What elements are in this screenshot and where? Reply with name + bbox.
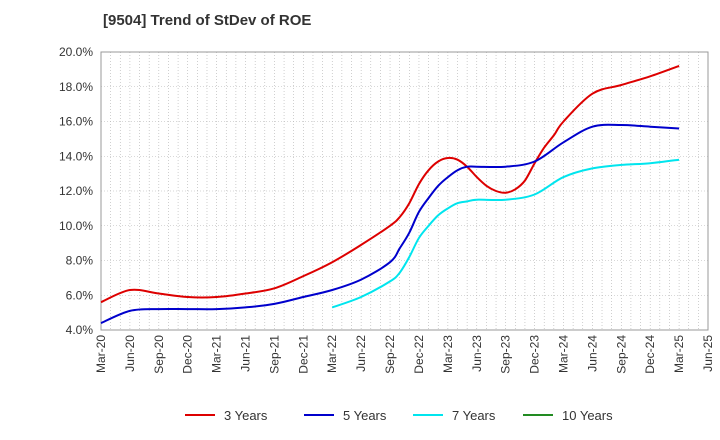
y-tick-label: 6.0% <box>66 288 94 302</box>
x-tick-label: Dec-21 <box>296 335 310 374</box>
x-tick-label: Mar-25 <box>672 335 686 373</box>
x-tick-label: Sep-21 <box>267 335 281 374</box>
y-tick-label: 20.0% <box>59 45 93 59</box>
y-tick-label: 12.0% <box>59 184 93 198</box>
x-tick-label: Sep-24 <box>614 335 628 374</box>
x-tick-label: Dec-24 <box>643 335 657 374</box>
y-tick-label: 16.0% <box>59 115 93 129</box>
series-lines <box>100 64 680 325</box>
x-tick-label: Mar-21 <box>210 335 224 373</box>
legend-label-10-years: 10 Years <box>562 408 613 423</box>
x-tick-label: Mar-23 <box>441 335 455 373</box>
legend-label-7-years: 7 Years <box>452 408 496 423</box>
x-tick-label: Mar-20 <box>94 335 108 373</box>
legend-label-3-years: 3 Years <box>224 408 268 423</box>
x-tick-label: Jun-20 <box>123 335 137 372</box>
series-line-3-years <box>100 64 680 304</box>
x-tick-label: Jun-24 <box>585 335 599 372</box>
x-tick-label: Mar-24 <box>556 335 570 373</box>
series-line-7-years <box>331 158 680 309</box>
x-tick-label: Jun-21 <box>239 335 253 372</box>
x-tick-label: Dec-23 <box>528 335 542 374</box>
y-tick-label: 10.0% <box>59 219 93 233</box>
x-tick-label: Jun-23 <box>470 335 484 372</box>
x-tick-label: Sep-23 <box>499 335 513 374</box>
chart-title: [9504] Trend of StDev of ROE <box>103 12 311 29</box>
legend-label-5-years: 5 Years <box>343 408 387 423</box>
x-axis: Mar-20 Jun-20 Sep-20 Dec-20 Mar-21 Jun-21 Sep-… <box>94 335 715 374</box>
y-tick-label: 4.0% <box>66 323 94 337</box>
x-tick-label: Jun-22 <box>354 335 368 372</box>
y-axis: 4.0% 6.0% 8.0% 10.0% 12.0% 14.0% 16.0% 18.0% 20.… <box>59 45 93 337</box>
x-tick-label: Dec-22 <box>412 335 426 374</box>
y-tick-label: 18.0% <box>59 80 93 94</box>
plot-frame <box>100 51 709 331</box>
x-tick-label: Sep-20 <box>152 335 166 374</box>
series-line-5-years <box>100 123 680 325</box>
y-tick-label: 8.0% <box>66 254 94 268</box>
legend: 3 Years 5 Years 7 Years 10 Years <box>185 408 613 423</box>
y-tick-label: 14.0% <box>59 149 93 163</box>
grid <box>100 51 709 331</box>
x-tick-label: Dec-20 <box>181 335 195 374</box>
x-tick-label: Sep-22 <box>383 335 397 374</box>
x-tick-label: Jun-25 <box>701 335 715 372</box>
x-tick-label: Mar-22 <box>325 335 339 373</box>
